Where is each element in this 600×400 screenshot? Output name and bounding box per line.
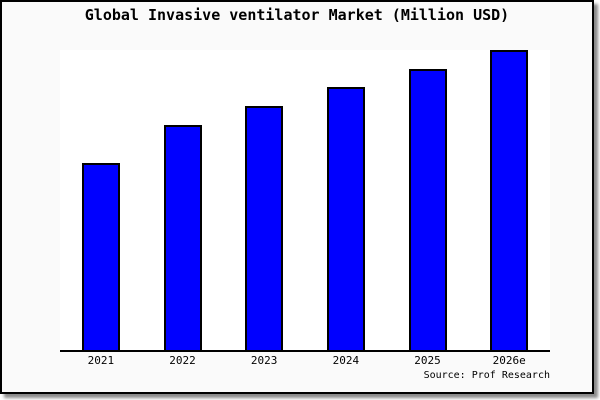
- bar-2023: [245, 106, 284, 350]
- source-credit: Source: Prof Research: [423, 370, 550, 381]
- x-tick-label: 2025: [414, 354, 441, 367]
- bar-2021: [81, 162, 120, 350]
- x-tick-label: 2021: [87, 354, 115, 367]
- chart-title: Global Invasive ventilator Market (Milli…: [84, 6, 510, 24]
- x-tick-label: 2022: [169, 354, 196, 367]
- x-axis-row: 2021 2022 2023 2024 2025 2026e: [60, 355, 550, 369]
- x-tick-label: 2026e: [492, 354, 526, 367]
- x-tick-label: 2024: [332, 354, 360, 367]
- plot-area: [60, 50, 550, 352]
- x-tick-label: 2023: [250, 354, 278, 367]
- bar-2022: [163, 125, 202, 350]
- chart-frame: Global Invasive ventilator Market (Milli…: [0, 0, 594, 394]
- bar-2025: [408, 68, 447, 350]
- bar-2024: [326, 86, 365, 350]
- bar-2026e: [490, 50, 529, 350]
